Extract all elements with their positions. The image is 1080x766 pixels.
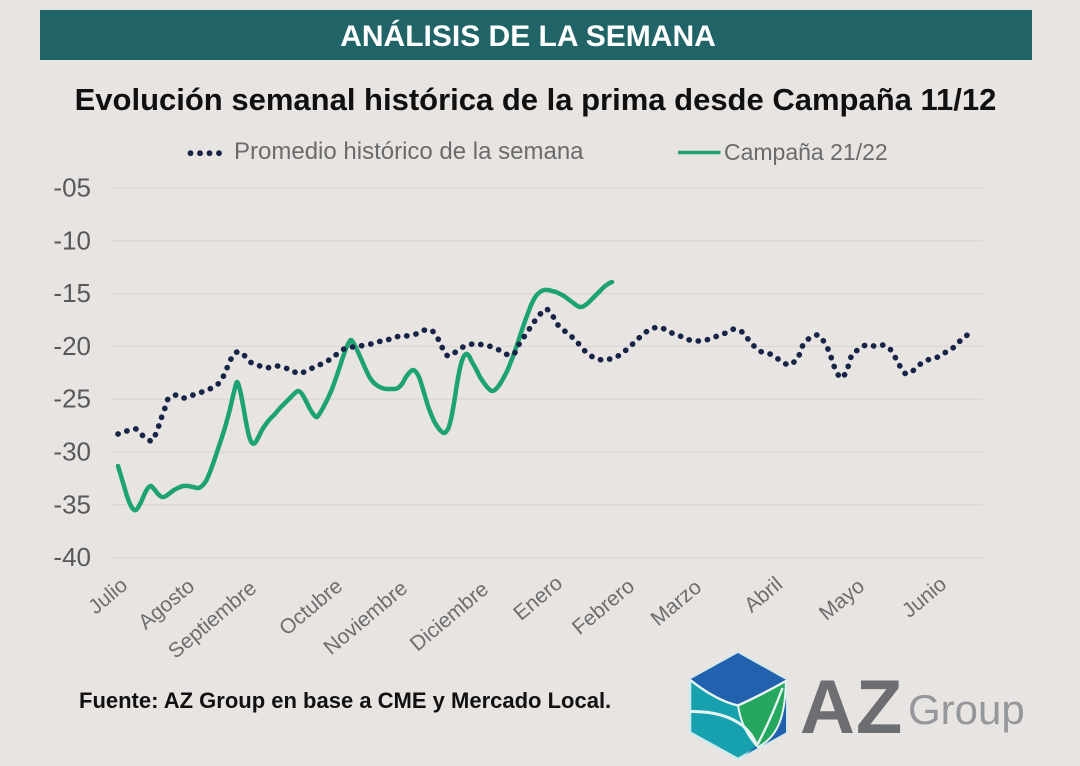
svg-text:Marzo: Marzo xyxy=(647,576,706,631)
svg-text:Junio: Junio xyxy=(898,573,951,623)
svg-text:-05: -05 xyxy=(53,173,91,203)
svg-text:Enero: Enero xyxy=(509,572,567,626)
svg-text:Febrero: Febrero xyxy=(568,575,639,640)
svg-text:Mayo: Mayo xyxy=(815,575,869,626)
svg-text:Julio: Julio xyxy=(84,574,132,619)
svg-text:-35: -35 xyxy=(53,489,91,519)
svg-text:Abril: Abril xyxy=(740,573,787,618)
svg-text:-40: -40 xyxy=(53,542,91,572)
svg-text:-15: -15 xyxy=(53,278,91,308)
svg-text:Diciembre: Diciembre xyxy=(406,578,493,656)
svg-text:-10: -10 xyxy=(53,225,91,255)
svg-text:-20: -20 xyxy=(53,331,91,361)
svg-text:-30: -30 xyxy=(53,437,91,467)
svg-text:-25: -25 xyxy=(53,384,91,414)
